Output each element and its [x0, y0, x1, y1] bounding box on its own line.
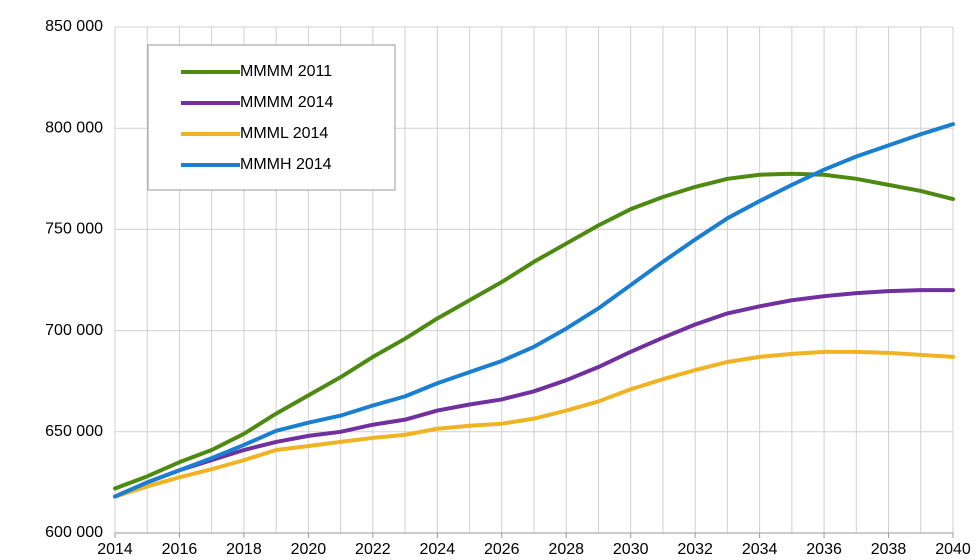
x-tick-label: 2030	[613, 541, 649, 558]
x-tick-label: 2014	[97, 541, 133, 558]
x-tick-label: 2028	[548, 541, 584, 558]
y-tick-label: 700 000	[45, 322, 103, 339]
series-line	[113, 349, 955, 499]
x-tick-label: 2016	[162, 541, 198, 558]
series-line	[113, 122, 955, 499]
y-tick-label: 800 000	[45, 119, 103, 136]
y-tick-label: 600 000	[45, 524, 103, 541]
x-tick-label: 2026	[484, 541, 520, 558]
x-tick-label: 2022	[355, 541, 391, 558]
legend-label: MMMM 2011	[240, 63, 332, 80]
legend-label: MMMH 2014	[240, 156, 332, 173]
y-tick-label: 650 000	[45, 423, 103, 440]
x-tick-label: 2024	[420, 541, 456, 558]
x-tick-label: 2036	[806, 541, 842, 558]
legend-label: MMMM 2014	[240, 94, 333, 111]
x-tick-label: 2034	[742, 541, 778, 558]
y-tick-label: 750 000	[45, 221, 103, 238]
legend-label: MMML 2014	[240, 125, 328, 142]
x-tick-label: 2040	[935, 541, 971, 558]
legend: MMMM 2011 MMMM 2014 MMML 2014 MMMH 2014	[147, 44, 396, 191]
x-tick-label: 2020	[291, 541, 327, 558]
x-tick-label: 2032	[677, 541, 713, 558]
y-tick-label: 850 000	[45, 18, 103, 35]
series-line	[113, 288, 955, 499]
x-tick-label: 2018	[226, 541, 262, 558]
x-tick-label: 2038	[871, 541, 907, 558]
